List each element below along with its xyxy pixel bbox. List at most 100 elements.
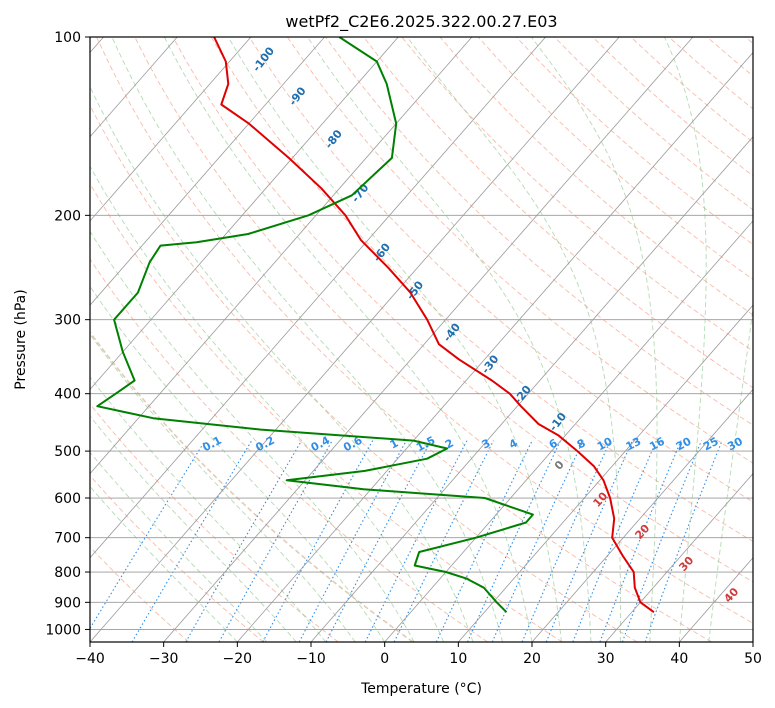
dry-adiabat-line	[90, 258, 488, 642]
temperature-profile-line	[213, 37, 655, 614]
dry-adiabat-label: -70	[349, 181, 372, 205]
isotherm-line	[90, 37, 620, 642]
moist-adiabat-line	[163, 37, 533, 642]
y-tick-label: 200	[54, 208, 81, 224]
isotherm-line	[90, 37, 473, 475]
dry-adiabat-line	[90, 183, 563, 642]
y-tick-label: 100	[54, 30, 81, 46]
moist-adiabat-line	[111, 37, 503, 642]
y-tick-label: 700	[54, 531, 81, 547]
isotherm-line	[384, 220, 753, 642]
isobars	[90, 37, 753, 630]
moist-adiabat-line	[90, 415, 297, 642]
moist-adiabat-line	[90, 85, 474, 642]
isotherm-line	[310, 136, 753, 642]
dry-adiabats	[90, 37, 753, 642]
mixing-ratio-line	[218, 440, 333, 642]
y-axis-label: Pressure (hPa)	[13, 289, 29, 389]
plot-area: -100-90-80-70-60-50-40-30-20-100.1 0.2 0.4…	[90, 37, 772, 642]
y-tick-label: 400	[54, 387, 81, 403]
mixing-ratio-label: 30	[725, 435, 745, 454]
mixing-ratio-line	[185, 440, 302, 642]
x-tick-label: −10	[296, 651, 326, 667]
mixing-ratio-line	[393, 440, 494, 642]
moist-adiabat-line	[227, 37, 562, 642]
x-tick-label: −40	[75, 651, 105, 667]
isotherm-line	[90, 37, 399, 390]
isotherm-line	[237, 51, 753, 642]
y-tick-label: 1000	[45, 622, 81, 638]
moist-adiabat-line	[307, 37, 592, 642]
isotherm-line	[458, 304, 753, 642]
dry-adiabat-label: -90	[286, 84, 309, 108]
x-tick-label: 40	[670, 651, 688, 667]
mixing-ratio-label: 16	[647, 435, 667, 454]
isotherm-line	[163, 37, 694, 642]
plot-frame	[89, 36, 754, 643]
dry-adiabat-line	[90, 403, 339, 642]
mixing-ratio-label: 10	[595, 435, 615, 454]
mixing-ratio-line	[545, 440, 633, 642]
x-tick-label: 0	[380, 651, 389, 667]
dry-adiabat-line	[90, 104, 638, 642]
dry-adiabat-label: -20	[511, 383, 534, 407]
isotherm-line	[752, 641, 753, 642]
sounding-series	[96, 37, 655, 614]
mixing-ratio-line	[364, 440, 468, 642]
dry-adiabat-line	[706, 37, 753, 77]
mixing-ratio-line	[131, 440, 253, 642]
mixing-ratio-label: 4	[507, 436, 520, 451]
moist-adiabat-line	[90, 285, 386, 642]
x-tick-label: 20	[523, 651, 541, 667]
dewpoint-profile-line	[96, 37, 534, 613]
chart-title: wetPf2_C2E6.2025.322.00.27.E03	[285, 12, 557, 32]
mixing-ratio-line	[262, 440, 374, 642]
moist-adiabats	[90, 37, 753, 642]
dry-adiabat-line	[172, 37, 753, 583]
mixing-ratio-label: 25	[701, 435, 721, 454]
moist-adiabat-line	[530, 37, 658, 642]
moist-adiabat-line	[90, 333, 356, 642]
moist-adiabat-line	[406, 37, 621, 642]
x-axis-label: Temperature (°C)	[360, 681, 482, 697]
x-tick-label: −30	[149, 651, 179, 667]
dry-adiabat-line	[90, 330, 414, 642]
axes: −40 −30 −20 −10 0 10 20 30 40 50 1000 900 800 700 600 5…	[45, 30, 762, 667]
dry-adiabat-label: -40	[441, 320, 464, 344]
mixing-ratio-line	[521, 440, 611, 642]
isotherm-line	[90, 37, 252, 222]
moist-adiabat-label: 20	[632, 522, 652, 542]
dry-adiabat-line	[745, 37, 753, 45]
y-tick-label: 800	[54, 565, 81, 581]
dry-adiabat-line	[554, 37, 753, 211]
moist-adiabat-line	[90, 376, 327, 642]
moist-adiabat-line	[664, 37, 707, 642]
dry-adiabat-line	[248, 37, 753, 503]
dry-adiabat-line	[401, 37, 753, 352]
mixing-ratio-line	[621, 440, 703, 642]
moist-adiabat-line	[708, 305, 753, 642]
moist-adiabat-line	[90, 485, 238, 642]
dry-adiabat-line	[325, 37, 753, 426]
dry-adiabat-line	[134, 37, 753, 624]
mixing-ratio-line	[90, 440, 206, 630]
mixing-ratio-line	[466, 440, 562, 642]
dry-adiabat-label: -30	[479, 352, 502, 376]
dry-adiabat-line	[90, 474, 264, 642]
moist-adiabat-line	[90, 451, 268, 642]
y-tick-label: 500	[54, 444, 81, 460]
x-tick-label: 10	[449, 651, 467, 667]
dry-adiabat-line	[96, 37, 712, 642]
mixing-ratio-line	[491, 440, 584, 642]
x-tick-label: −20	[223, 651, 253, 667]
dry-adiabat-label: -100	[250, 44, 277, 74]
dry-adiabat-label: -80	[322, 127, 345, 151]
mixing-ratio-label: 36	[752, 435, 772, 454]
y-tick-label: 900	[54, 595, 81, 611]
y-tick-label: 600	[54, 491, 81, 507]
y-tick-label: 300	[54, 313, 81, 329]
moist-adiabat-label: 30	[676, 554, 696, 574]
dry-adiabat-line	[439, 37, 753, 316]
isotherms	[90, 37, 753, 642]
